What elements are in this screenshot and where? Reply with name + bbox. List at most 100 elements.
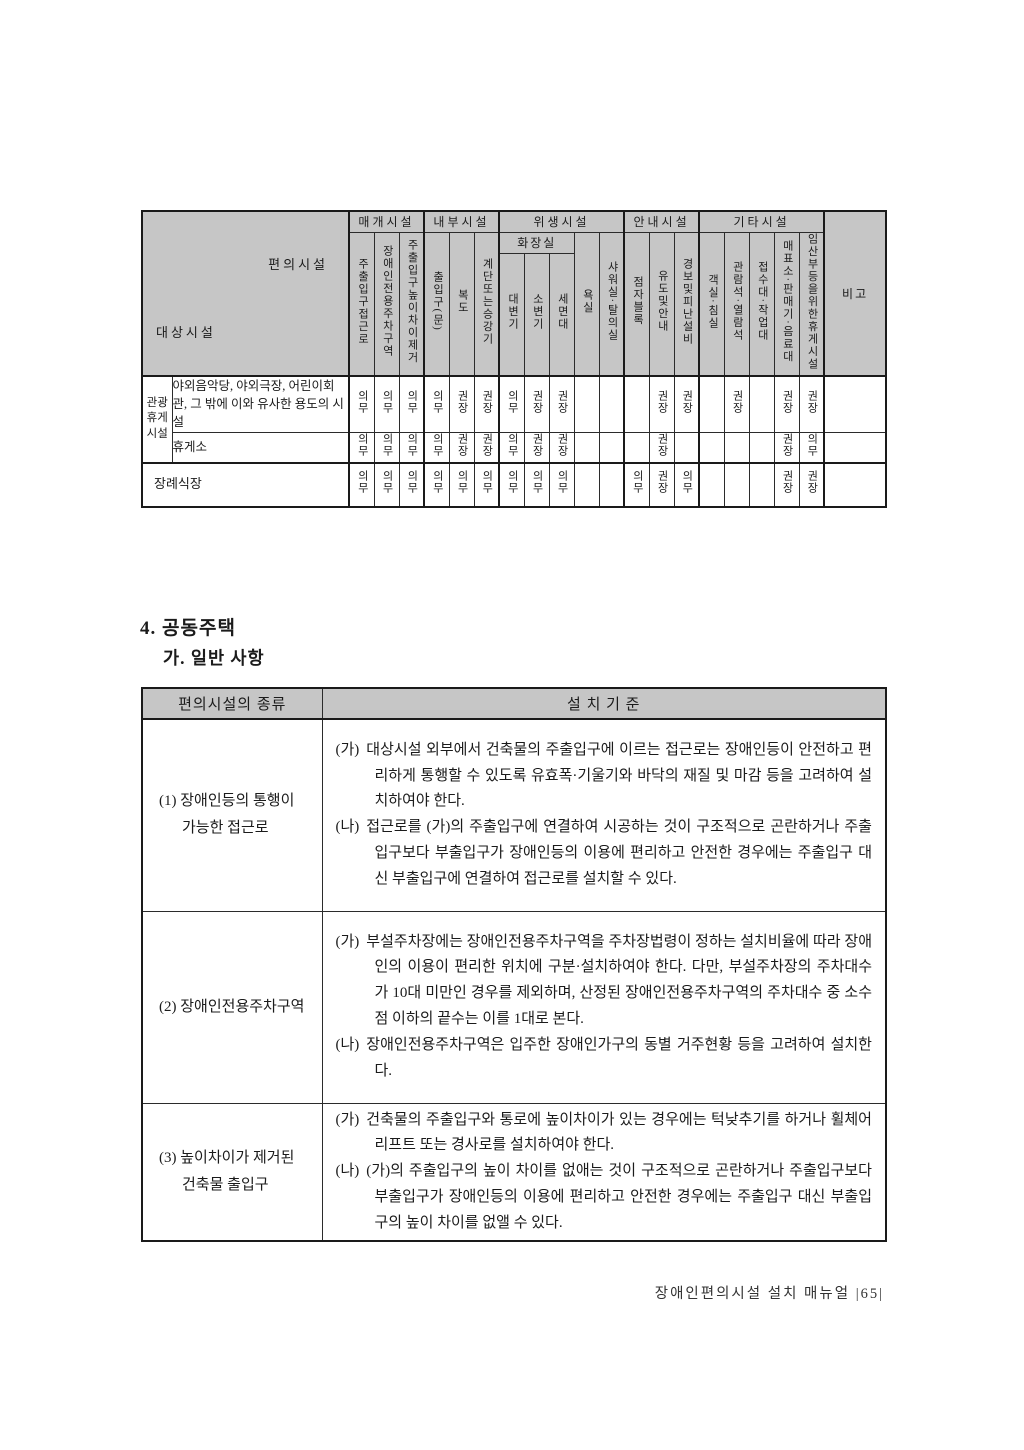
matrix-cell: 의무: [373, 375, 400, 433]
matrix-cell: 의무: [473, 461, 500, 507]
group-header-guidance: 안내시설: [623, 210, 700, 233]
column-label: 매표소·판매기·음료대: [773, 231, 800, 377]
column-label: 유도및안내: [648, 231, 675, 377]
column-label: 소변기: [523, 252, 550, 377]
item-label: (나): [335, 1036, 360, 1053]
matrix-cell: [573, 461, 600, 507]
item-text: 장애인전용주차구역은 입주한 장애인가구의 동별 거주현황 등을 고려하여 설치…: [366, 1036, 872, 1079]
matrix-cell: 권장: [548, 431, 575, 463]
column-label: 접수대·작업대: [748, 231, 775, 377]
item-text: 대상시설 외부에서 건축물의 주출입구에 이르는 접근로는 장애인등이 안전하고…: [366, 741, 872, 810]
standards-header-type: 편의시설의 종류: [141, 687, 323, 720]
matrix-cell: [698, 431, 725, 463]
item-text: (가)의 주출입구의 높이 차이를 없애는 것이 구조적으로 곤란하거나 주출입…: [366, 1163, 872, 1231]
standard-item: (나) 접근로를 (가)의 주출입구에 연결하여 시공하는 것이 구조적으로 곤란…: [336, 815, 873, 892]
section-heading: 4. 공동주택: [140, 618, 236, 639]
matrix-cell: 의무: [348, 431, 375, 463]
matrix-cell: 의무: [423, 431, 450, 463]
facility-name: 휴게소: [171, 431, 350, 463]
matrix-cell: [698, 461, 725, 507]
column-label: 관람석·열람석: [723, 231, 750, 377]
matrix-cell: 권장: [673, 375, 700, 433]
matrix-cell: 권장: [523, 431, 550, 463]
facility-type-cell: (3) 높이차이가 제거된 건축물 출입구: [141, 1102, 323, 1242]
standard-item: (가) 건축물의 주출입구와 통로에 높이차이가 있는 경우에는 턱낮추기를 하거…: [336, 1108, 873, 1160]
item-label: (나): [335, 819, 360, 836]
matrix-cell: 권장: [473, 431, 500, 463]
column-label: 계단또는승강기: [473, 231, 500, 377]
matrix-cell: 권장: [773, 431, 800, 463]
matrix-cell: 권장: [798, 375, 825, 433]
column-label: 욕실: [573, 231, 600, 377]
matrix-cell: 권장: [648, 461, 675, 507]
matrix-cell: 의무: [398, 431, 425, 463]
section-subheading: 가. 일반 사항: [163, 648, 265, 668]
column-label: 임산부등을위한휴게시설: [798, 231, 825, 377]
subgroup-header-toilet: 화장실: [498, 231, 575, 254]
matrix-cell: [723, 431, 750, 463]
matrix-cell: [598, 375, 625, 433]
item-text: 접근로를 (가)의 주출입구에 연결하여 시공하는 것이 구조적으로 곤란하거나…: [366, 819, 872, 887]
standard-criteria-cell: (가) 부설주차장에는 장애인전용주차구역을 주차장법령이 정하는 설치비율에 따…: [321, 910, 887, 1104]
facility-name: 장례식장: [141, 461, 350, 507]
standard-item: (나) (가)의 주출입구의 높이 차이를 없애는 것이 구조적으로 곤란하거나 …: [336, 1159, 873, 1236]
matrix-cell: 의무: [548, 461, 575, 507]
standards-header-criteria: 설 치 기 준: [321, 687, 887, 720]
matrix-cell: 의무: [798, 431, 825, 463]
matrix-cell: [623, 431, 650, 463]
column-label: 샤워실·탈의실: [598, 231, 625, 377]
matrix-cell: 권장: [773, 375, 800, 433]
group-header-internal: 내부시설: [423, 210, 500, 233]
matrix-cell: 권장: [548, 375, 575, 433]
row-group-label: 관광휴게시설: [141, 375, 173, 463]
standard-criteria-cell: (가) 대상시설 외부에서 건축물의 주출입구에 이르는 접근로는 장애인등이 안…: [321, 718, 887, 912]
group-header-sanitary: 위생시설: [497, 210, 625, 233]
column-label: 주출입구높이차이제거: [398, 231, 425, 377]
matrix-cell: [598, 461, 625, 507]
matrix-remark-cell: [823, 375, 887, 433]
corner-label-facilities: 편의시설: [268, 257, 328, 272]
standard-item: (나) 장애인전용주차구역은 입주한 장애인가구의 동별 거주현황 등을 고려하여…: [336, 1033, 873, 1085]
matrix-cell: 권장: [773, 461, 800, 507]
matrix-cell: 의무: [423, 375, 450, 433]
matrix-remark-cell: [823, 461, 887, 507]
matrix-cell: 의무: [498, 461, 525, 507]
matrix-cell: 의무: [348, 375, 375, 433]
matrix-cell: 권장: [648, 375, 675, 433]
corner-label-targets: 대상시설: [156, 325, 216, 340]
matrix-cell: 의무: [348, 461, 375, 507]
standard-item: (가) 대상시설 외부에서 건축물의 주출입구에 이르는 접근로는 장애인등이 안…: [336, 738, 873, 815]
column-label: 경보및피난설비: [673, 231, 700, 377]
facility-type-cell: (2) 장애인전용주차구역: [141, 910, 323, 1104]
matrix-cell: [748, 431, 775, 463]
matrix-cell: [698, 375, 725, 433]
item-label: (가): [335, 933, 360, 950]
matrix-cell: 의무: [398, 375, 425, 433]
item-label: (가): [335, 1111, 360, 1128]
matrix-cell: [748, 461, 775, 507]
group-header-other: 기타시설: [698, 210, 825, 233]
matrix-cell: 의무: [523, 461, 550, 507]
matrix-cell: 의무: [673, 461, 700, 507]
facility-name: 야외음악당, 야외극장, 어린이회관, 그 밖에 이와 유사한 용도의 시설: [171, 375, 350, 433]
column-label: 복도: [448, 231, 475, 377]
matrix-cell: 의무: [373, 461, 400, 507]
remark-header: 비고: [823, 210, 887, 377]
column-label: 대변기: [498, 252, 525, 377]
matrix-cell: 의무: [498, 375, 525, 433]
column-label: 세면대: [548, 252, 575, 377]
item-label: (나): [335, 1163, 360, 1180]
facility-type-cell: (1) 장애인등의 통행이 가능한 접근로: [141, 718, 323, 912]
column-label: 주출입구접근로: [348, 231, 375, 377]
column-label: 장애인전용주차구역: [373, 231, 400, 377]
matrix-cell: 의무: [423, 461, 450, 507]
matrix-cell: 권장: [523, 375, 550, 433]
matrix-cell: [723, 461, 750, 507]
matrix-cell: 권장: [473, 375, 500, 433]
item-text: 건축물의 주출입구와 통로에 높이차이가 있는 경우에는 턱낮추기를 하거나 휠…: [366, 1111, 872, 1154]
facility-matrix-table: 편의시설 대상시설 매개시설 내부시설 위생시설 안내시설 기타시설 비고 주출…: [141, 210, 888, 508]
matrix-remark-cell: [823, 431, 887, 463]
matrix-cell: 의무: [623, 461, 650, 507]
column-label: 점자블록: [623, 231, 650, 377]
